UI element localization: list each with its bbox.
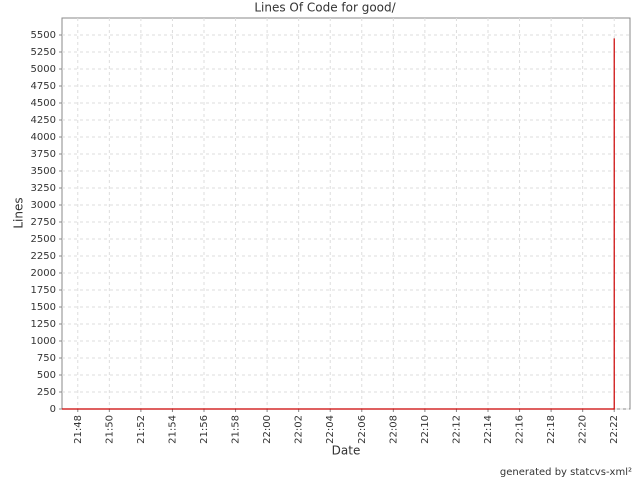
- y-tick-label: 3750: [31, 149, 56, 160]
- data-line: [62, 38, 615, 410]
- y-tick-label: 4250: [31, 115, 56, 126]
- y-tick-label: 500: [37, 370, 56, 381]
- x-tick-label: 21:56: [199, 415, 210, 444]
- y-tick-label: 4750: [31, 81, 56, 92]
- y-tick-label: 2500: [31, 234, 56, 245]
- y-tick-label: 5250: [31, 47, 56, 58]
- y-tick-label: 5500: [31, 30, 56, 41]
- x-tick-label: 22:14: [483, 415, 494, 444]
- y-tick-label: 0: [50, 404, 56, 415]
- x-tick-label: 21:50: [104, 415, 115, 444]
- y-tick-label: 1500: [31, 302, 56, 313]
- x-tick-label: 22:00: [262, 415, 273, 444]
- x-tick-label: 22:04: [325, 415, 336, 444]
- y-tick-label: 3500: [31, 166, 56, 177]
- x-tick-label: 22:20: [578, 415, 589, 444]
- x-tick-label: 22:10: [420, 415, 431, 444]
- x-tick-label: 21:58: [231, 415, 242, 444]
- y-tick-label: 5000: [31, 64, 56, 75]
- y-tick-label: 4000: [31, 132, 56, 143]
- y-tick-label: 2250: [31, 251, 56, 262]
- x-tick-label: 22:02: [294, 415, 305, 444]
- y-tick-label: 1000: [31, 336, 56, 347]
- y-tick-label: 1250: [31, 319, 56, 330]
- y-tick-label: 1750: [31, 285, 56, 296]
- x-tick-label: 22:06: [357, 415, 368, 444]
- x-axis-label: Date: [332, 444, 361, 458]
- x-tick-label: 21:54: [167, 415, 178, 444]
- y-tick-label: 750: [37, 353, 56, 364]
- y-tick-label: 3250: [31, 183, 56, 194]
- y-tick-label: 2750: [31, 217, 56, 228]
- x-tick-label: 21:48: [73, 415, 84, 444]
- y-tick-label: 4500: [31, 98, 56, 109]
- plot-area: [61, 17, 631, 410]
- y-axis-label: Lines: [12, 197, 26, 228]
- x-tick-label: 22:08: [388, 415, 399, 444]
- chart-title: Lines Of Code for good/: [254, 1, 396, 15]
- credit: generated by statcvs-xml²: [500, 467, 632, 478]
- x-tick-label: 22:18: [546, 415, 557, 444]
- y-tick-label: 2000: [31, 268, 56, 279]
- x-tick-label: 22:16: [515, 415, 526, 444]
- y-tick-label: 250: [37, 387, 56, 398]
- x-tick-label: 22:12: [451, 415, 462, 444]
- y-tick-label: 3000: [31, 200, 56, 211]
- x-tick-label: 21:52: [136, 415, 147, 444]
- x-tick-label: 22:22: [609, 415, 620, 444]
